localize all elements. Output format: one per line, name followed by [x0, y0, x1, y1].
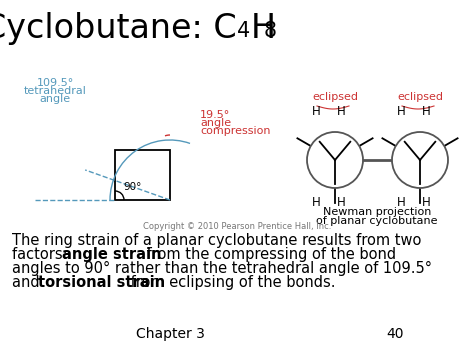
Text: from the compressing of the bond: from the compressing of the bond	[142, 247, 396, 262]
Text: Cyclobutane: C: Cyclobutane: C	[0, 12, 237, 45]
Bar	[115, 150, 170, 200]
Text: eclipsed: eclipsed	[397, 92, 443, 102]
Text: H: H	[251, 12, 276, 45]
Text: H: H	[337, 105, 346, 118]
Text: angles to 90° rather than the tetrahedral angle of 109.5°: angles to 90° rather than the tetrahedra…	[12, 261, 432, 276]
Text: angle: angle	[39, 94, 71, 104]
Text: angle strain: angle strain	[62, 247, 162, 262]
Text: 4: 4	[237, 21, 250, 41]
Text: Chapter 3: Chapter 3	[136, 327, 204, 341]
Text: H: H	[422, 196, 431, 209]
Text: H: H	[397, 105, 406, 118]
Text: 109.5°: 109.5°	[36, 78, 73, 88]
Text: tetrahedral: tetrahedral	[24, 86, 86, 96]
Text: H: H	[422, 105, 431, 118]
Text: 90°: 90°	[123, 182, 141, 192]
Circle shape	[392, 132, 448, 188]
Text: Newman projection: Newman projection	[323, 207, 431, 217]
Text: factors:: factors:	[12, 247, 77, 262]
Text: 40: 40	[386, 327, 404, 341]
Text: angle: angle	[200, 118, 231, 128]
Circle shape	[307, 132, 363, 188]
Text: 19.5°: 19.5°	[200, 110, 230, 120]
Text: 8: 8	[264, 21, 277, 41]
Text: Copyright © 2010 Pearson Prentice Hall, Inc.: Copyright © 2010 Pearson Prentice Hall, …	[143, 222, 331, 231]
Text: H: H	[312, 196, 321, 209]
Text: from eclipsing of the bonds.: from eclipsing of the bonds.	[126, 275, 336, 290]
Text: H: H	[312, 105, 321, 118]
Text: H: H	[397, 196, 406, 209]
Text: H: H	[337, 196, 346, 209]
Text: eclipsed: eclipsed	[312, 92, 358, 102]
Text: torsional strain: torsional strain	[38, 275, 165, 290]
Text: The ring strain of a planar cyclobutane results from two: The ring strain of a planar cyclobutane …	[12, 233, 421, 248]
Text: compression: compression	[200, 126, 271, 136]
Text: and: and	[12, 275, 44, 290]
Text: of planar cyclobutane: of planar cyclobutane	[316, 216, 438, 226]
